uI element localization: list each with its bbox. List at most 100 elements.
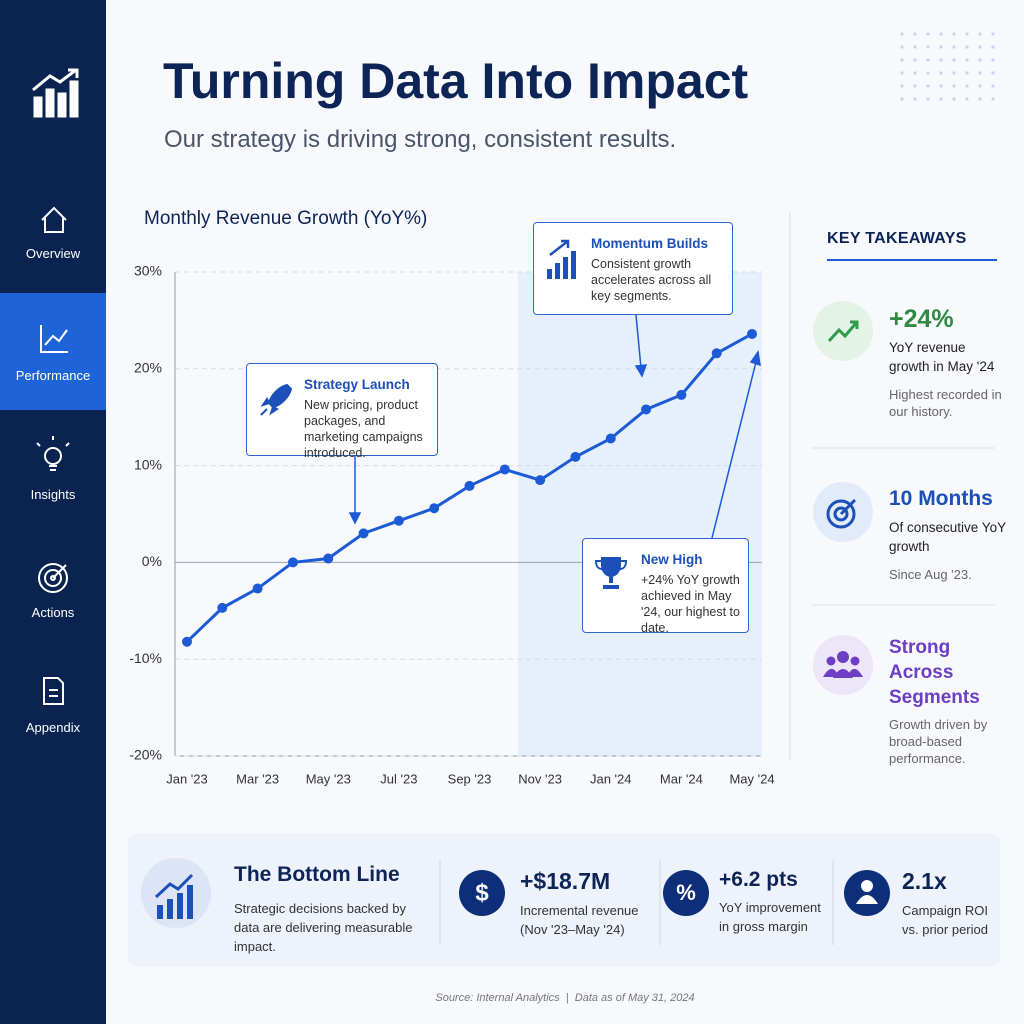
point <box>393 515 404 526</box>
point <box>570 451 581 462</box>
takeaway-note: Growth driven by broad-based performance… <box>889 717 988 766</box>
icon-bg <box>663 870 709 916</box>
dot <box>900 32 904 36</box>
dot <box>913 45 917 49</box>
dot <box>926 45 930 49</box>
dot <box>991 84 995 88</box>
dot <box>900 97 904 101</box>
metric-label: Incremental revenue (Nov '23–May '24) <box>520 903 639 937</box>
nav-label: Appendix <box>25 720 81 735</box>
annotation: New High +24% YoY growth achieved in May … <box>582 538 749 635</box>
trophy-icon <box>594 557 628 589</box>
bottom-text: Strategic decisions backed by data are d… <box>234 901 413 954</box>
dot <box>926 58 930 62</box>
metric-icon: % <box>676 880 696 905</box>
group-icon <box>823 651 863 678</box>
annotation-text: +24% YoY growth achieved in May '24, our… <box>641 573 740 635</box>
nav-label: Insights <box>30 487 76 502</box>
dot <box>939 84 943 88</box>
annotation-arrows <box>348 314 761 539</box>
dot <box>939 58 943 62</box>
point <box>358 528 369 539</box>
dot <box>939 45 943 49</box>
rocket-icon <box>260 383 293 416</box>
bottom-title: The Bottom Line <box>234 863 400 886</box>
dot <box>926 97 930 101</box>
dot <box>965 32 969 36</box>
page-title: Turning Data Into Impact <box>163 53 749 109</box>
y-tick-label: 10% <box>134 456 162 472</box>
dot <box>965 45 969 49</box>
takeaway: Strong Across Segments Growth driven by b… <box>889 635 1009 767</box>
point <box>676 389 687 400</box>
annotation: Momentum Builds Consistent growth acceler… <box>533 222 733 315</box>
nav-item[interactable]: Appendix <box>0 645 106 762</box>
person-icon <box>856 880 878 904</box>
point <box>252 583 263 594</box>
icon-bg <box>141 858 211 928</box>
nav-label: Actions <box>31 605 75 620</box>
point <box>429 503 440 514</box>
dot <box>991 97 995 101</box>
trend-icon <box>827 320 859 343</box>
icon-bg <box>813 301 873 361</box>
dot <box>913 71 917 75</box>
annotation-title: Strategy Launch <box>304 377 410 392</box>
nav-item[interactable]: Insights <box>0 410 106 527</box>
dot <box>900 71 904 75</box>
takeaway: +24% YoY revenue growth in May '24 Highest… <box>889 306 1009 420</box>
nav-label: Overview <box>25 246 81 261</box>
dot <box>952 84 956 88</box>
icon-bg <box>844 870 890 916</box>
dot <box>939 97 943 101</box>
decor-dots <box>900 32 995 101</box>
metric: +$18.7M Incremental revenue (Nov '23–May … <box>520 868 645 939</box>
highlight-band <box>518 272 762 756</box>
point <box>605 433 616 444</box>
point <box>287 557 298 568</box>
point <box>711 348 722 359</box>
x-tick-label: Jan '24 <box>590 771 632 786</box>
point <box>182 636 192 647</box>
dot <box>913 32 917 36</box>
nav-item[interactable]: Actions <box>0 530 106 647</box>
dot <box>991 58 995 62</box>
dot <box>965 58 969 62</box>
dot <box>939 71 943 75</box>
annotation: Strategy Launch New pricing, product pack… <box>246 363 438 460</box>
chart-title: Monthly Revenue Growth (YoY%) <box>144 208 428 229</box>
metric-label: YoY improvement in gross margin <box>719 900 821 934</box>
dot <box>926 71 930 75</box>
takeaway-label: YoY revenue growth in May '24 <box>889 340 995 374</box>
point <box>323 553 334 564</box>
y-tick-label: 0% <box>142 553 162 569</box>
annotation-title: Momentum Builds <box>591 236 708 251</box>
target-icon <box>826 498 857 529</box>
nav-item[interactable]: Overview <box>0 160 106 277</box>
dot <box>965 84 969 88</box>
dot <box>965 97 969 101</box>
dot <box>900 84 904 88</box>
dot <box>978 32 982 36</box>
dot <box>939 32 943 36</box>
chart-icon <box>154 873 194 919</box>
bottom-card <box>128 833 1000 967</box>
bars-icon <box>547 239 576 279</box>
takeaway-note: Since Aug '23. <box>889 567 972 582</box>
dot <box>991 71 995 75</box>
point <box>217 602 228 613</box>
y-tick-label: -20% <box>129 747 162 763</box>
logo-icon <box>32 68 79 118</box>
dot <box>978 45 982 49</box>
x-tick-label: May '24 <box>729 771 774 786</box>
dot <box>952 71 956 75</box>
metric-value: +$18.7M <box>520 868 611 894</box>
metric: 2.1x Campaign ROI vs. prior period <box>902 868 992 939</box>
takeaway-label: Of consecutive YoY growth <box>889 520 1006 554</box>
annotation-title: New High <box>641 552 703 567</box>
dot <box>978 71 982 75</box>
dot <box>978 58 982 62</box>
dot <box>952 32 956 36</box>
dot <box>952 45 956 49</box>
